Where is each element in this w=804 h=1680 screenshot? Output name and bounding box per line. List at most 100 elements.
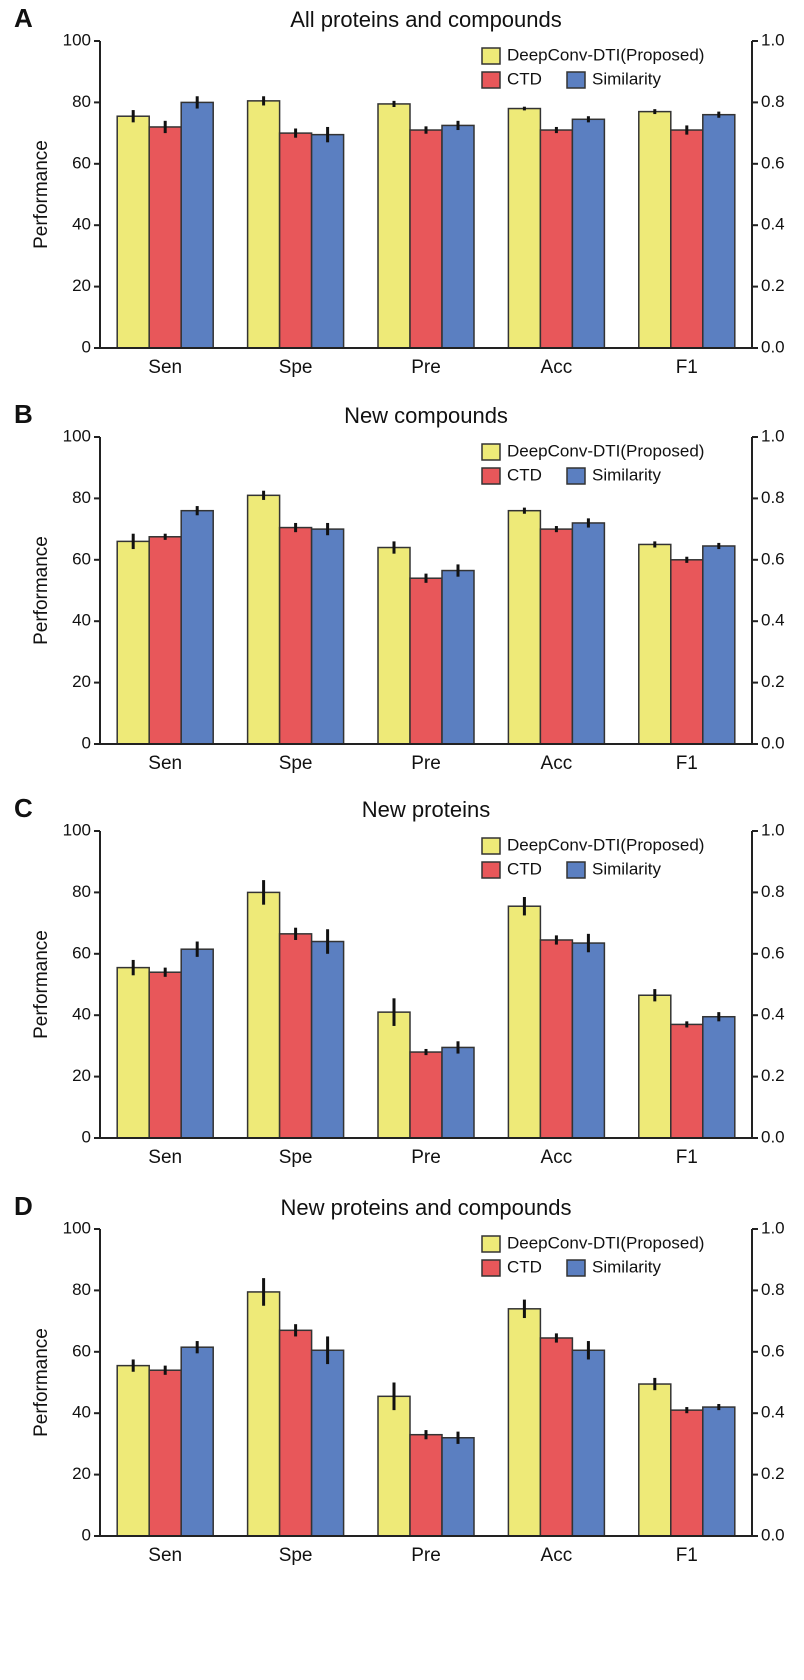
legend-label: CTD bbox=[507, 1257, 542, 1276]
chart-title: All proteins and compounds bbox=[290, 7, 562, 32]
bar bbox=[180, 948, 214, 1139]
x-tick-label: Pre bbox=[411, 753, 441, 774]
bar bbox=[507, 509, 542, 745]
bar bbox=[278, 1329, 313, 1537]
bar bbox=[539, 528, 574, 745]
bar bbox=[638, 1383, 672, 1537]
y-tick-label: 40 bbox=[72, 1403, 91, 1422]
bar bbox=[638, 110, 672, 349]
panel-label: D bbox=[14, 1191, 33, 1221]
y-tick-label: 40 bbox=[72, 611, 91, 630]
y2-tick-label: 1.0 bbox=[761, 30, 785, 49]
bar bbox=[246, 1291, 281, 1537]
x-tick-label: Pre bbox=[411, 1545, 441, 1566]
y2-tick-label: 0.0 bbox=[761, 733, 785, 752]
legend-swatch bbox=[481, 47, 501, 65]
y2-tick-label: 0.8 bbox=[761, 882, 785, 901]
y2-tick-label: 0.6 bbox=[761, 549, 785, 568]
legend-label: CTD bbox=[507, 859, 542, 878]
y2-tick-label: 0.2 bbox=[761, 276, 785, 295]
y2-tick-label: 0.4 bbox=[761, 1005, 785, 1024]
bar bbox=[539, 1337, 574, 1537]
x-tick-label: Acc bbox=[541, 1147, 573, 1168]
y2-tick-label: 1.0 bbox=[761, 820, 785, 839]
y-axis-label: Performance bbox=[31, 930, 52, 1039]
bar bbox=[571, 522, 606, 745]
bar bbox=[310, 528, 345, 745]
y2-tick-label: 0.8 bbox=[761, 488, 785, 507]
legend-swatch bbox=[481, 467, 501, 485]
bar bbox=[507, 1308, 542, 1537]
bar bbox=[409, 129, 443, 349]
bar bbox=[571, 118, 606, 349]
y-axis-label: Performance bbox=[31, 1328, 52, 1437]
y-tick-label: 100 bbox=[63, 820, 91, 839]
bar bbox=[539, 939, 574, 1139]
y-tick-label: 0 bbox=[82, 1127, 91, 1146]
bar bbox=[377, 1011, 411, 1139]
x-tick-label: Sen bbox=[148, 753, 182, 774]
y-tick-label: 100 bbox=[63, 30, 91, 49]
chart-title: New proteins and compounds bbox=[280, 1195, 571, 1220]
legend-swatch bbox=[481, 1259, 501, 1277]
bar bbox=[148, 126, 182, 349]
legend-swatch bbox=[566, 71, 586, 89]
bar bbox=[180, 509, 214, 745]
y2-tick-label: 0.0 bbox=[761, 337, 785, 356]
y-tick-label: 0 bbox=[82, 733, 91, 752]
x-tick-label: Pre bbox=[411, 1147, 441, 1168]
y-tick-label: 60 bbox=[72, 153, 91, 172]
bar bbox=[670, 129, 704, 349]
y2-tick-label: 1.0 bbox=[761, 1218, 785, 1237]
legend-label: CTD bbox=[507, 465, 542, 484]
x-tick-label: Spe bbox=[279, 1147, 313, 1168]
panel-label: B bbox=[14, 399, 33, 429]
y-tick-label: 40 bbox=[72, 1005, 91, 1024]
panel-label: A bbox=[14, 3, 33, 33]
bar bbox=[441, 569, 475, 745]
y-tick-label: 20 bbox=[72, 1464, 91, 1483]
bar bbox=[116, 1364, 150, 1537]
bar bbox=[409, 577, 443, 745]
bar bbox=[377, 546, 411, 745]
bar bbox=[116, 966, 150, 1139]
bar bbox=[377, 103, 411, 349]
bar bbox=[180, 101, 214, 349]
bar bbox=[670, 559, 704, 745]
y-tick-label: 80 bbox=[72, 882, 91, 901]
bar bbox=[441, 1046, 475, 1139]
x-tick-label: Sen bbox=[148, 1545, 182, 1566]
y2-tick-label: 0.6 bbox=[761, 943, 785, 962]
x-tick-label: Sen bbox=[148, 1147, 182, 1168]
bar bbox=[310, 133, 345, 349]
y-tick-label: 80 bbox=[72, 92, 91, 111]
bar bbox=[670, 1023, 704, 1139]
legend-swatch bbox=[481, 1235, 501, 1253]
x-tick-label: F1 bbox=[676, 1545, 698, 1566]
y-axis-label: Performance bbox=[31, 140, 52, 249]
y-tick-label: 80 bbox=[72, 488, 91, 507]
x-tick-label: Acc bbox=[541, 357, 573, 378]
y-tick-label: 60 bbox=[72, 943, 91, 962]
y-tick-label: 60 bbox=[72, 1341, 91, 1360]
chart-title: New compounds bbox=[344, 403, 508, 428]
legend-label: Similarity bbox=[592, 69, 661, 88]
legend-swatch bbox=[566, 861, 586, 879]
bar bbox=[278, 132, 313, 349]
chart-title: New proteins bbox=[362, 797, 490, 822]
y2-tick-label: 0.8 bbox=[761, 1280, 785, 1299]
legend-swatch bbox=[566, 467, 586, 485]
x-tick-label: F1 bbox=[676, 1147, 698, 1168]
bar bbox=[702, 545, 736, 745]
x-tick-label: Acc bbox=[541, 753, 573, 774]
bar bbox=[702, 1015, 736, 1139]
y-tick-label: 20 bbox=[72, 1066, 91, 1085]
bar bbox=[409, 1433, 443, 1537]
bar bbox=[638, 543, 672, 745]
y2-tick-label: 0.6 bbox=[761, 153, 785, 172]
bar bbox=[571, 942, 606, 1139]
legend-swatch bbox=[481, 443, 501, 461]
bar bbox=[246, 891, 281, 1139]
y2-tick-label: 0.2 bbox=[761, 1066, 785, 1085]
y2-tick-label: 0.0 bbox=[761, 1127, 785, 1146]
